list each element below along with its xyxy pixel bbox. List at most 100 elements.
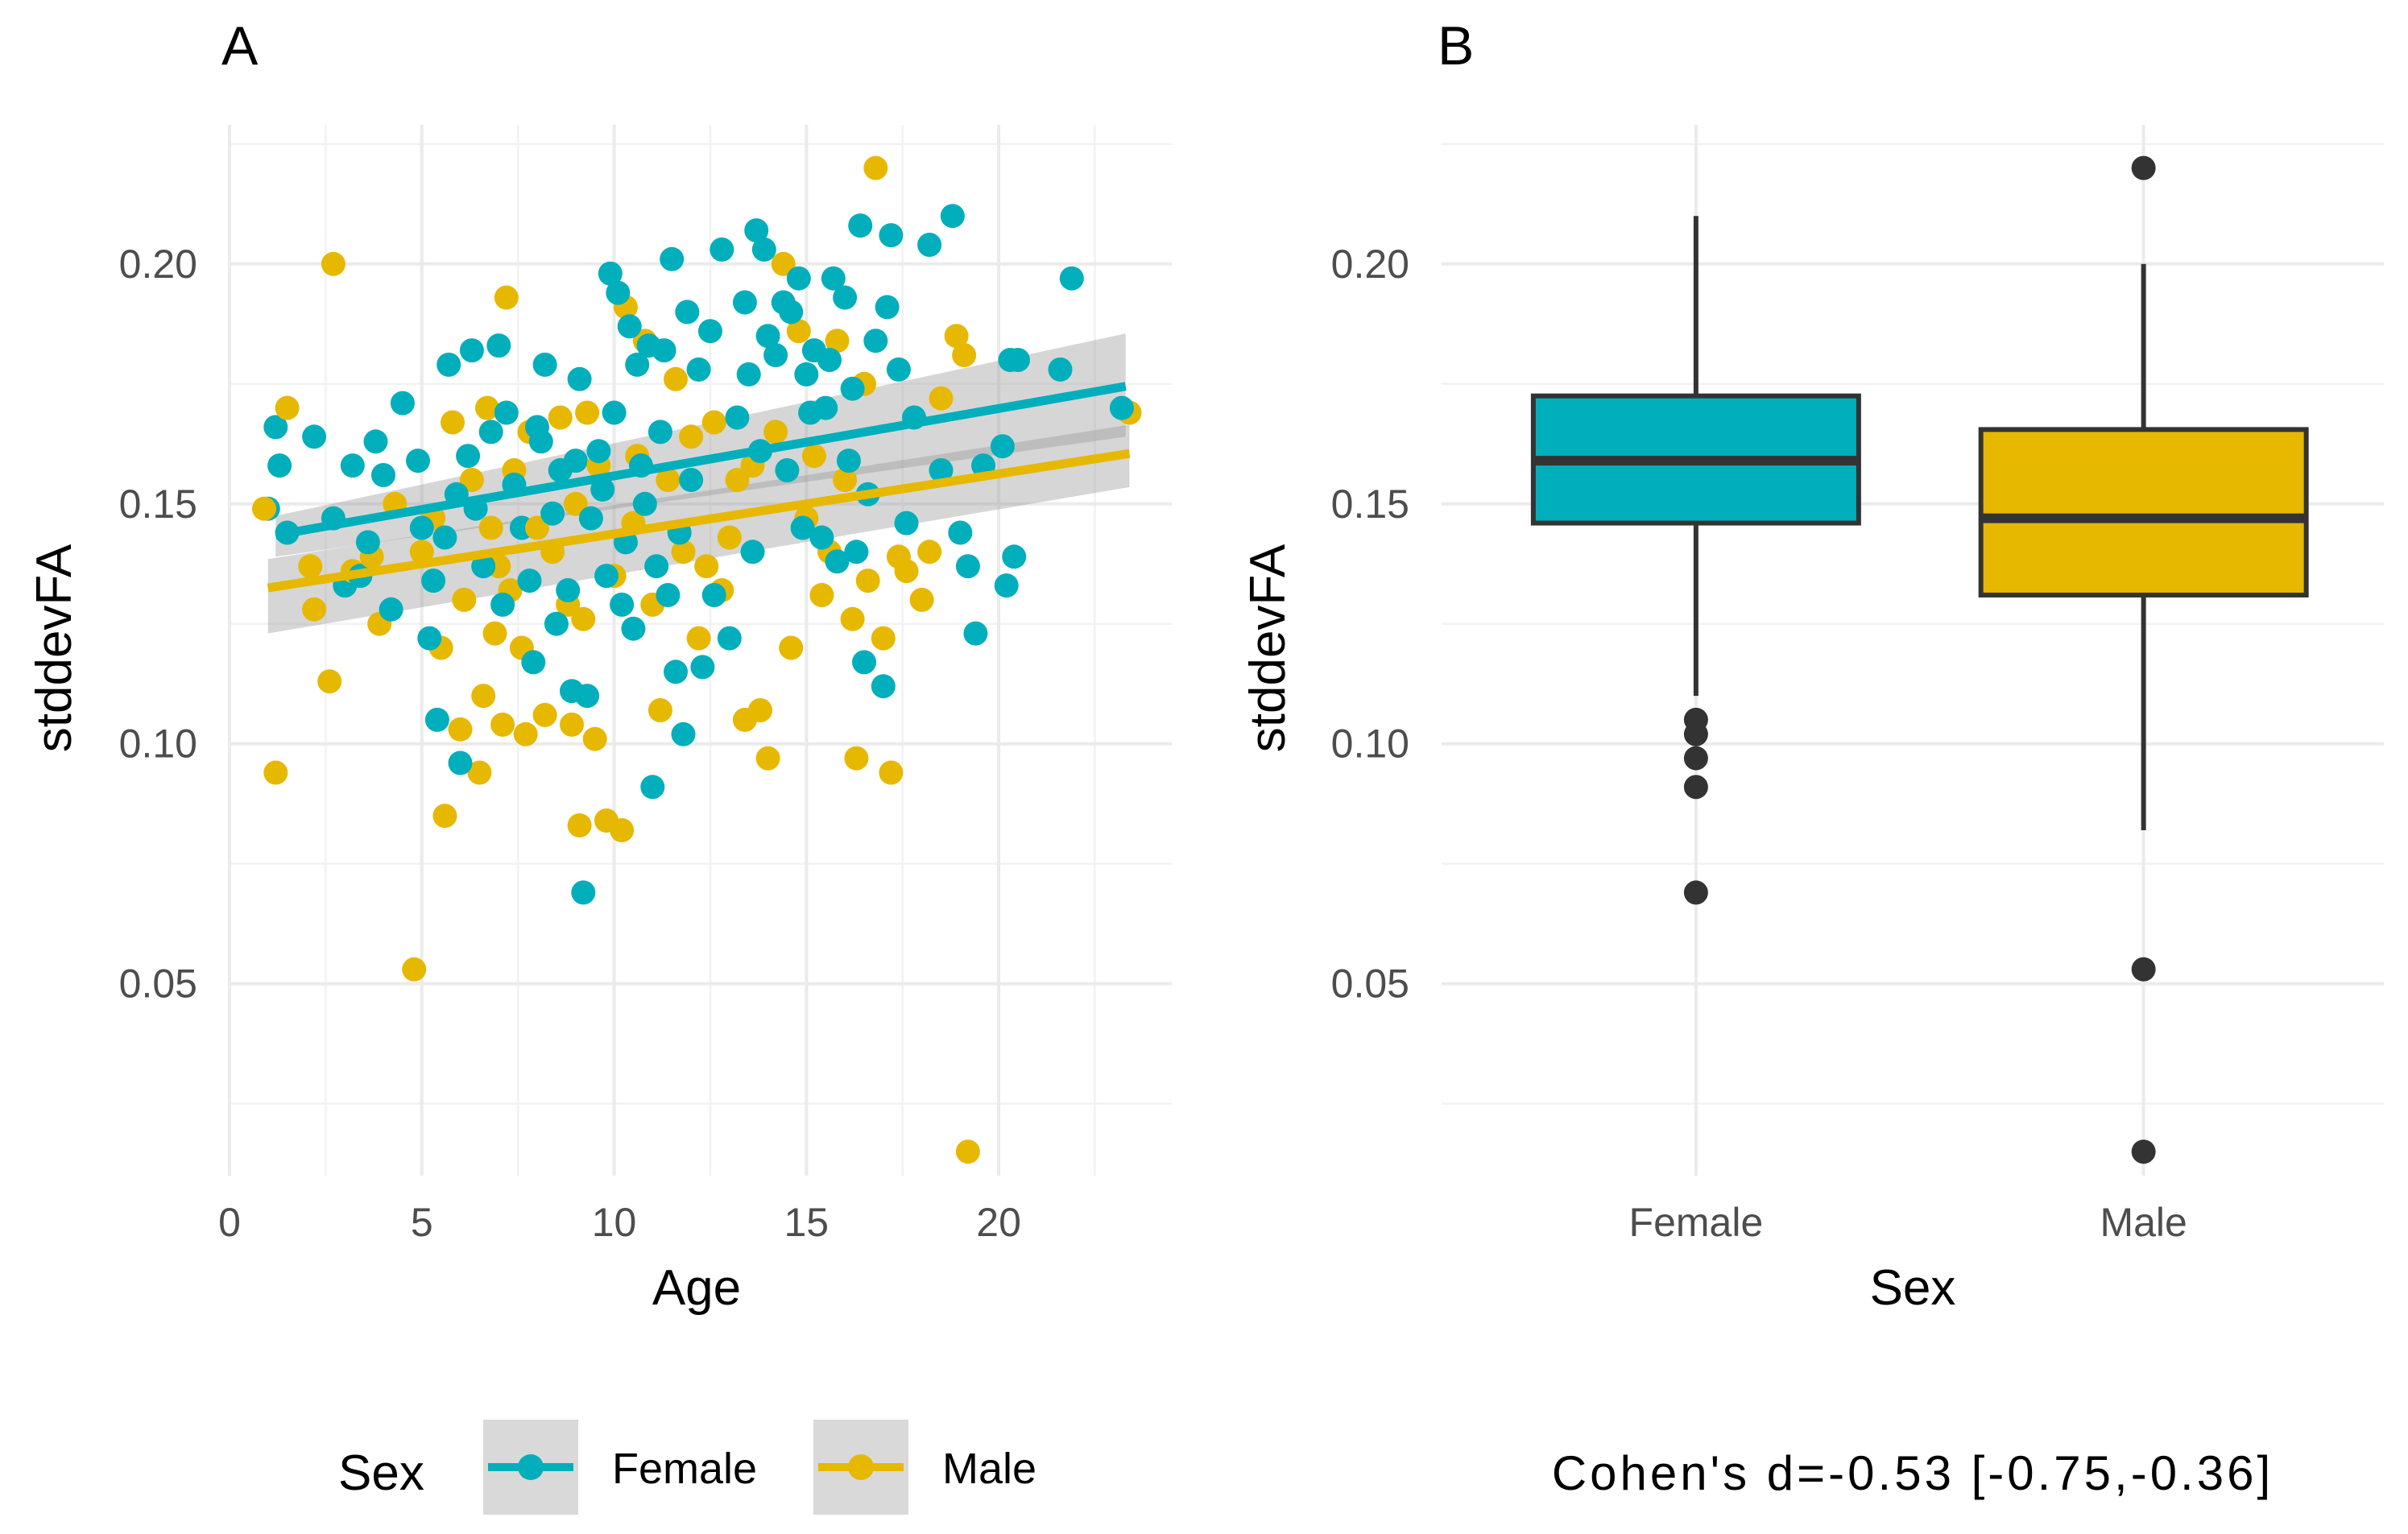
point-male [929,386,954,411]
point-male [748,698,772,722]
point-female [371,463,395,487]
point-male [467,760,492,785]
point-male [786,319,811,344]
point-female [459,338,484,363]
point-male [432,804,457,829]
point-male [560,712,584,737]
point-female [575,684,600,709]
point-female [871,674,896,699]
point-male [664,366,688,391]
point-female [424,707,449,732]
point-female [875,295,900,320]
point-female [1059,266,1084,291]
legend-item-male: Male [813,1420,1036,1515]
point-male [548,405,573,430]
point-female [540,501,565,526]
point-male [801,444,826,469]
legend-key-male-dot [848,1454,874,1480]
point-female [863,329,888,354]
point-male [402,957,427,982]
point-female [732,290,757,315]
cohens-d-annotation: Cohen's d=-0.53 [-0.75,-0.36] [1552,1446,2274,1500]
point-female [517,569,542,593]
point-female [448,750,473,775]
point-male [302,597,327,622]
point-female [994,573,1019,598]
point-male [263,760,288,785]
point-male [321,251,345,276]
point-female [751,237,776,262]
point-female [779,300,804,325]
point-female [840,376,865,401]
point-female [786,266,811,291]
point-female [740,540,765,564]
panel-b-x-ticks: Female Male [1629,1200,2187,1245]
point-female [755,324,780,349]
point-female [494,400,519,425]
y-tick-label: 0.10 [119,722,197,767]
point-female [648,420,672,444]
outlier-point [1683,722,1708,746]
y-tick-label: 0.20 [1331,242,1409,287]
point-female [894,511,919,535]
point-female [656,583,681,607]
point-female [355,530,380,555]
legend-label-male: Male [942,1445,1036,1493]
box-male [1978,155,2309,1164]
y-tick-label: 0.10 [1331,722,1409,767]
panel-b-grid [1442,125,2384,1176]
point-male [825,329,850,354]
point-female [379,597,403,622]
point-male [717,525,742,550]
point-male [863,155,888,180]
point-female [825,549,850,574]
point-female [790,515,815,540]
point-male [567,813,592,837]
point-female [717,626,742,651]
point-female [917,233,942,257]
point-male [894,559,919,584]
point-male [525,515,549,540]
point-female [621,616,646,641]
panel-b-label: B [1438,15,1474,76]
panel-b-x-axis-title: Sex [1870,1260,1956,1316]
point-female [701,583,726,607]
point-male [490,712,515,737]
point-female [652,338,676,363]
point-female [852,650,876,675]
x-tick-label: 0 [218,1200,241,1245]
point-male [448,717,473,742]
point-male [317,669,342,694]
point-female [544,611,569,636]
point-female [963,621,988,646]
point-female [660,246,685,271]
point-male [513,722,538,746]
point-male [648,698,672,722]
point-female [478,420,503,444]
point-female [948,520,973,545]
point-male [471,684,496,709]
panel-b-boxes [1530,155,2309,1164]
point-male [532,702,557,727]
point-male [252,496,276,521]
outlier-point [1683,775,1708,800]
point-male [879,760,904,785]
point-female [690,655,715,680]
point-male [955,1139,980,1164]
point-female [710,237,734,262]
point-female [490,592,515,617]
legend: Sex Female Male [338,1420,1036,1515]
point-female [567,366,592,391]
point-male [701,410,726,435]
point-female [744,218,769,243]
point-male [944,324,969,349]
point-female [836,449,861,473]
point-male [482,621,507,646]
outlier-point [2131,155,2156,180]
y-tick-label: 0.05 [119,961,197,1007]
point-female [644,554,669,579]
y-tick-label: 0.15 [1331,482,1409,527]
panel-b-y-ticks: 0.05 0.10 0.15 0.20 [1331,242,1409,1007]
point-female [679,468,704,492]
point-female [456,444,481,469]
